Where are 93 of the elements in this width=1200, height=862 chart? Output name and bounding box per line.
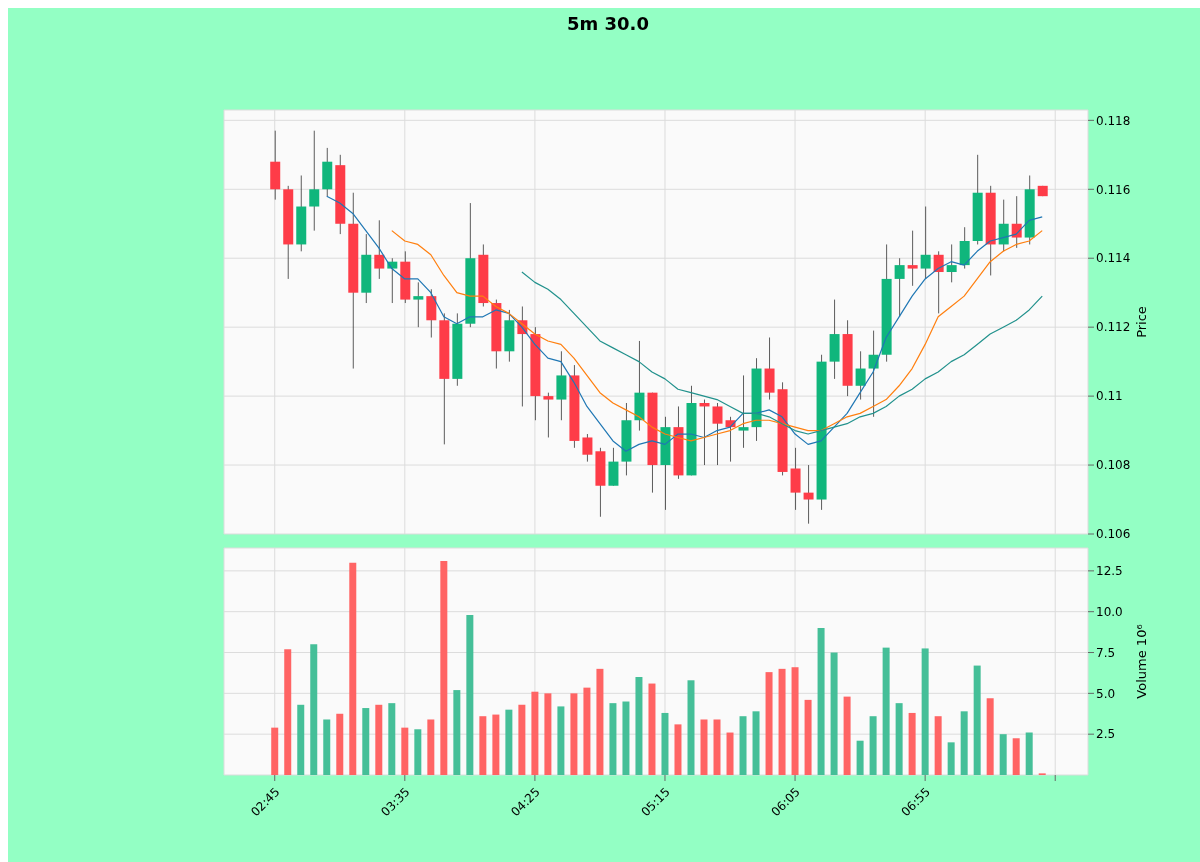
bar [687, 680, 695, 775]
candlestick [309, 130, 320, 232]
bar [544, 693, 552, 775]
bar [778, 668, 786, 775]
bar [895, 703, 903, 775]
bar [362, 708, 370, 775]
line-series [326, 195, 1043, 452]
bar [609, 703, 617, 775]
candlestick [894, 257, 905, 318]
y-tick-label: 0.11 [1096, 389, 1123, 404]
bar [869, 716, 877, 775]
bar [388, 703, 396, 775]
y-tick-label: 0.116 [1096, 182, 1131, 197]
line-series [521, 271, 1043, 435]
candlestick [946, 244, 957, 283]
bar [310, 644, 318, 775]
candlestick [998, 199, 1009, 252]
y-tick-label: 0.106 [1096, 527, 1131, 542]
bar [349, 562, 357, 775]
chart-title: 5m 30.0 [566, 13, 650, 34]
bar [505, 709, 513, 775]
bar [726, 732, 734, 775]
candlestick [582, 433, 593, 463]
y-tick-label: 0.114 [1096, 251, 1131, 266]
bar [999, 734, 1007, 775]
bar [1012, 738, 1020, 775]
bar [427, 719, 435, 775]
bar [817, 628, 825, 775]
y-tick-label: 12.5 [1096, 564, 1123, 579]
candlestick [712, 402, 723, 466]
candlestick [738, 375, 749, 449]
bar [453, 690, 461, 775]
y-axis-title: Price [1134, 306, 1149, 338]
bar [700, 719, 708, 775]
bar [596, 668, 604, 775]
bar [804, 699, 812, 775]
bar [973, 665, 981, 775]
bar [492, 714, 500, 775]
candlestick [933, 250, 944, 314]
bar [830, 652, 838, 775]
y-tick-label: 10.0 [1096, 604, 1123, 619]
bar [765, 672, 773, 775]
bar [336, 713, 344, 775]
bar [661, 712, 669, 775]
bar [583, 687, 591, 775]
bar [947, 742, 955, 775]
y-tick-label: 7.5 [1096, 645, 1116, 660]
bar [466, 614, 474, 775]
bar [908, 712, 916, 775]
bar [1025, 732, 1033, 775]
bar [674, 724, 682, 775]
bar [986, 698, 994, 775]
candlestick [413, 281, 424, 328]
bar [635, 677, 643, 775]
line-series [391, 230, 1043, 442]
candlestick [855, 350, 866, 400]
bar [518, 704, 526, 775]
y-tick-label: 0.108 [1096, 458, 1131, 473]
bar [401, 727, 409, 775]
candlestick [920, 206, 931, 280]
candlestick [1011, 195, 1022, 249]
bar [323, 719, 331, 775]
y-tick-label: 0.118 [1096, 113, 1131, 128]
bar [479, 716, 487, 775]
bar [843, 696, 851, 775]
candlestick [803, 464, 814, 525]
candlestick [907, 230, 918, 287]
bar [960, 711, 968, 775]
y-tick-label: 5.0 [1096, 686, 1116, 701]
bar [882, 647, 890, 775]
y-tick-label: 2.5 [1096, 727, 1116, 742]
bar [557, 706, 565, 775]
bar [648, 683, 656, 775]
bar [297, 704, 305, 775]
bar [934, 716, 942, 775]
candlestick [374, 219, 385, 280]
bar [791, 667, 799, 775]
y-axis-title: Volume 10⁶ [1134, 624, 1149, 699]
bar [856, 740, 864, 775]
bar [440, 561, 448, 775]
bar [375, 704, 383, 775]
bar [570, 693, 578, 775]
bar [752, 711, 760, 775]
bar [531, 691, 539, 775]
bar [622, 701, 630, 775]
bar [414, 729, 422, 775]
bar [713, 719, 721, 775]
bar [921, 648, 929, 775]
bar [739, 716, 747, 775]
candlestick [543, 392, 554, 438]
bar [284, 649, 292, 775]
bar [271, 727, 279, 775]
y-tick-label: 0.112 [1096, 320, 1131, 335]
